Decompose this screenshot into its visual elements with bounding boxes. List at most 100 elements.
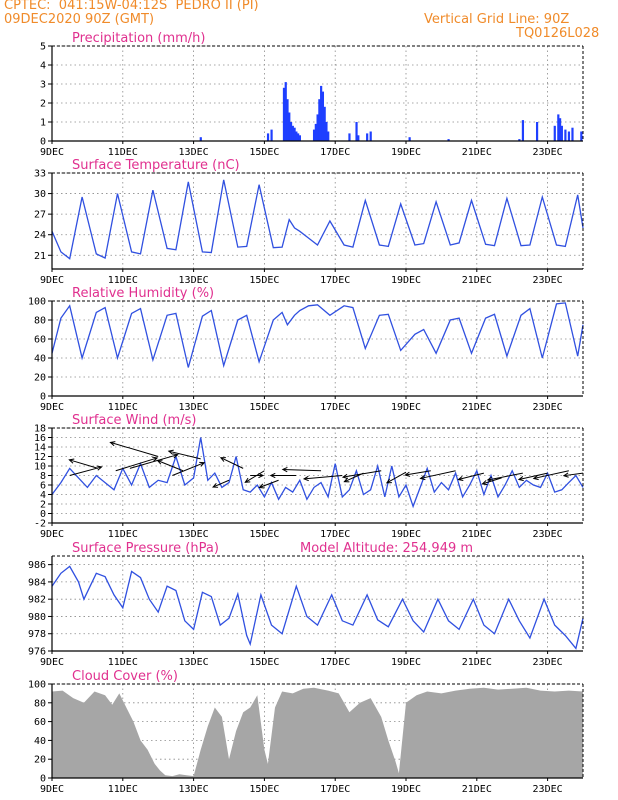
y-tick-label: 0 bbox=[40, 774, 46, 785]
x-tick-label: 13DEC bbox=[179, 402, 209, 413]
x-tick-label: 19DEC bbox=[391, 402, 421, 413]
y-tick-label: 6 bbox=[40, 481, 46, 492]
panel-5: Cloud Cover (%) 0 20 40 60 80 100 9DEC 11DEC 13DE… bbox=[28, 669, 584, 795]
panel-title: Precipitation (mm/h) bbox=[72, 31, 205, 46]
wind-arrow-head bbox=[68, 458, 75, 464]
x-tick-label: 9DEC bbox=[40, 529, 64, 540]
wind-arrow-head bbox=[212, 482, 219, 488]
panel-title: Relative Humidity (%) bbox=[72, 286, 214, 301]
wind-arrow-head bbox=[244, 477, 251, 483]
x-tick-label: 9DEC bbox=[40, 657, 64, 668]
model-altitude-label: Model Altitude: 254.949 m bbox=[300, 541, 473, 556]
x-tick-label: 9DEC bbox=[40, 147, 64, 158]
y-tick-label: 60 bbox=[34, 717, 46, 728]
precip-bar bbox=[321, 91, 325, 141]
wind-arrow-head bbox=[172, 453, 179, 459]
precip-bar bbox=[518, 139, 521, 141]
wind-arrow-head bbox=[96, 465, 103, 471]
y-tick-label: 20 bbox=[34, 755, 46, 766]
wind-arrow bbox=[259, 479, 279, 488]
precip-bar bbox=[355, 122, 358, 141]
x-tick-label: 11DEC bbox=[108, 529, 138, 540]
x-tick-label: 17DEC bbox=[320, 657, 350, 668]
y-tick-label: 100 bbox=[28, 297, 46, 308]
x-tick-label: 19DEC bbox=[391, 275, 421, 286]
precip-bar bbox=[199, 137, 202, 141]
wind-arrow-head bbox=[281, 466, 288, 473]
y-tick-label: 80 bbox=[34, 698, 46, 709]
panel-4: Surface Pressure (hPa) Model Altitude: 25… bbox=[28, 541, 584, 668]
precip-bar bbox=[266, 133, 270, 141]
wind-arrow bbox=[420, 470, 456, 479]
wind-arrow-head bbox=[486, 476, 493, 482]
wind-arrow bbox=[518, 472, 548, 481]
wind-arrow-head bbox=[156, 459, 163, 465]
x-tick-label: 17DEC bbox=[320, 147, 350, 158]
precip-bar bbox=[298, 135, 301, 141]
y-tick-label: 4 bbox=[40, 61, 46, 72]
header-model-code: TQ0126L028 bbox=[516, 26, 600, 41]
wind-arrow-head bbox=[385, 478, 392, 484]
x-tick-label: 19DEC bbox=[391, 657, 421, 668]
y-tick-label: 5 bbox=[40, 42, 46, 53]
precip-bar bbox=[295, 131, 298, 141]
y-tick-label: 12 bbox=[34, 452, 46, 463]
x-tick-label: 17DEC bbox=[320, 529, 350, 540]
precip-bar bbox=[320, 85, 323, 141]
precip-bar bbox=[327, 131, 330, 141]
x-tick-label: 17DEC bbox=[320, 402, 350, 413]
wind-arrow-head bbox=[517, 476, 524, 482]
y-tick-label: 0 bbox=[40, 392, 46, 403]
x-tick-label: 13DEC bbox=[179, 529, 209, 540]
precip-bar bbox=[571, 127, 574, 141]
x-tick-label: 11DEC bbox=[108, 275, 138, 286]
y-tick-label: 24 bbox=[34, 230, 46, 241]
panel-title: Surface Wind (m/s) bbox=[72, 413, 196, 428]
y-tick-label: 976 bbox=[28, 647, 46, 658]
wind-arrow-head bbox=[219, 457, 226, 462]
wind-arrow-head bbox=[457, 475, 464, 482]
wind-arrow-head bbox=[341, 473, 348, 480]
precip-bar bbox=[408, 137, 411, 141]
x-tick-label: 9DEC bbox=[40, 784, 64, 795]
panel-title: Surface Temperature (nC) bbox=[72, 158, 240, 173]
header-vertical-grid: Vertical Grid Line: 90Z bbox=[424, 12, 570, 27]
wind-arrow bbox=[304, 475, 343, 480]
x-tick-label: 21DEC bbox=[462, 402, 492, 413]
precip-bar bbox=[314, 123, 317, 141]
y-tick-label: 18 bbox=[34, 424, 46, 435]
x-tick-label: 11DEC bbox=[108, 147, 138, 158]
x-tick-label: 13DEC bbox=[179, 275, 209, 286]
precip-bar bbox=[567, 131, 571, 141]
x-tick-label: 21DEC bbox=[462, 784, 492, 795]
x-tick-label: 23DEC bbox=[533, 657, 563, 668]
precip-bar bbox=[564, 129, 567, 141]
y-tick-label: 33 bbox=[34, 169, 46, 180]
wind-arrow bbox=[212, 479, 230, 488]
x-tick-label: 23DEC bbox=[533, 784, 563, 795]
precip-bar bbox=[297, 133, 300, 141]
panel-1: Surface Temperature (nC) 21 24 27 30 33 9DEC 11… bbox=[34, 158, 584, 286]
precip-bar bbox=[366, 133, 369, 141]
wind-arrow bbox=[69, 459, 99, 469]
x-tick-label: 11DEC bbox=[108, 657, 138, 668]
series-line bbox=[51, 565, 584, 650]
precip-bar bbox=[553, 125, 556, 141]
x-tick-label: 19DEC bbox=[391, 529, 421, 540]
y-tick-label: 80 bbox=[34, 316, 46, 327]
x-tick-label: 21DEC bbox=[462, 275, 492, 286]
x-tick-label: 19DEC bbox=[391, 784, 421, 795]
x-tick-label: 23DEC bbox=[533, 275, 563, 286]
precip-bar bbox=[325, 122, 328, 141]
y-tick-label: 60 bbox=[34, 335, 46, 346]
panel-2: Relative Humidity (%) 0 20 40 60 80 100 9DEC 11D… bbox=[28, 286, 584, 413]
x-tick-label: 13DEC bbox=[179, 784, 209, 795]
precip-bar bbox=[323, 106, 326, 141]
wind-arrow bbox=[129, 454, 178, 469]
x-tick-label: 9DEC bbox=[40, 275, 64, 286]
x-tick-label: 17DEC bbox=[320, 784, 350, 795]
y-tick-label: 980 bbox=[28, 612, 46, 623]
panel-title: Cloud Cover (%) bbox=[72, 669, 178, 684]
precip-bar bbox=[270, 129, 273, 141]
wind-arrow bbox=[168, 450, 201, 460]
